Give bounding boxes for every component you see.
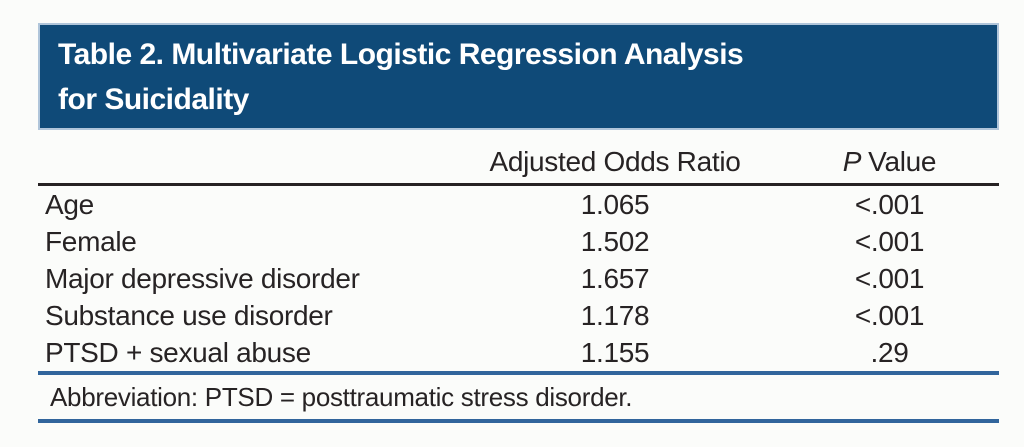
row-adjusted-odds-ratio: 1.065	[580, 188, 650, 220]
row-p-value: <.001	[854, 225, 925, 257]
row-label: Major depressive disorder	[45, 262, 360, 294]
row-adjusted-odds-ratio: 1.502	[580, 225, 650, 257]
row-adjusted-odds-ratio: 1.657	[580, 262, 650, 294]
row-p-value: .29	[870, 336, 909, 368]
p-value-rest: Value	[868, 146, 937, 177]
table-title-line-2: for Suicidality	[58, 83, 249, 116]
row-p-value: <.001	[854, 262, 925, 294]
column-header-p-value: P Value	[780, 141, 999, 186]
row-label: PTSD + sexual abuse	[45, 336, 311, 368]
row-label: Substance use disorder	[45, 299, 333, 331]
table-row: Female 1.502 <.001	[38, 223, 999, 260]
table-title-line-1: Table 2. Multivariate Logistic Regressio…	[58, 38, 744, 71]
regression-table: Adjusted Odds Ratio P Value Age 1.065 <.0…	[38, 141, 999, 375]
row-p-value: <.001	[854, 188, 925, 220]
table-row: Substance use disorder 1.178 <.001	[38, 297, 999, 334]
table-row: PTSD + sexual abuse 1.155 .29	[38, 334, 999, 373]
table-row: Major depressive disorder 1.657 <.001	[38, 260, 999, 297]
row-adjusted-odds-ratio: 1.178	[580, 299, 650, 331]
row-label: Age	[45, 188, 94, 220]
row-p-value: <.001	[854, 299, 925, 331]
p-value-italic-p: P	[842, 146, 862, 177]
table-row: Age 1.065 <.001	[38, 185, 999, 224]
abbreviation-footnote: Abbreviation: PTSD = posttraumatic stres…	[38, 375, 999, 423]
column-header-adjusted-odds-ratio: Adjusted Odds Ratio	[450, 141, 780, 186]
table-card: Table 2. Multivariate Logistic Regressio…	[38, 23, 999, 423]
column-header-row: Adjusted Odds Ratio P Value	[38, 141, 999, 186]
row-label: Female	[45, 225, 137, 257]
column-header-variable	[38, 141, 450, 186]
row-adjusted-odds-ratio: 1.155	[580, 336, 650, 368]
table-title-block: Table 2. Multivariate Logistic Regressio…	[38, 23, 999, 130]
